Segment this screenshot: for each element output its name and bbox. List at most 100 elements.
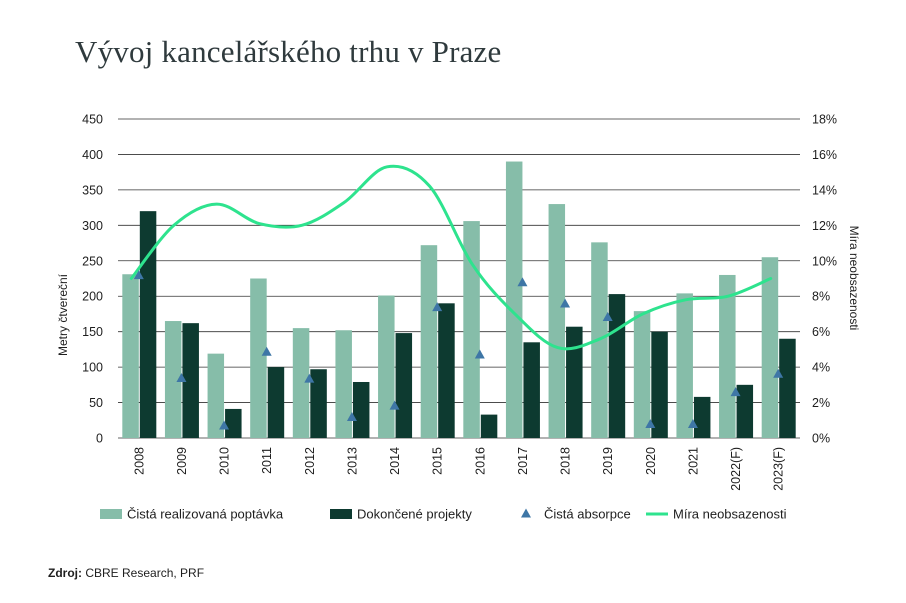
bar-demand [761,257,779,438]
absorption-marker [432,302,443,312]
y2-tick-label: 6% [812,325,830,339]
x-tick-label: 2009 [175,447,189,475]
right-axis-ticks: 0% 2% 4% 6% 8% 10% 12% 14% 16% 18% [812,113,837,446]
bar-completions [182,323,199,438]
bar-demand [676,293,693,438]
legend-label: Čistá absorpce [544,507,631,522]
y2-tick-label: 10% [812,254,837,268]
y2-tick-label: 2% [812,396,830,410]
y2-tick-label: 12% [812,219,837,233]
absorption-marker [687,419,698,429]
absorption-marker [517,277,528,287]
bar-completions [267,367,285,438]
vacancy-line [129,164,773,351]
absorption-marker [645,419,656,429]
bar-demand [719,274,736,438]
absorption-marker [474,349,485,359]
source-note: Zdroj: CBRE Research, PRF [48,566,204,580]
x-tick-label: 2017 [516,447,530,475]
bar-demand [548,204,566,438]
x-tick-label: 2014 [388,447,402,475]
x-tick-label: 2012 [303,447,317,475]
x-tick-label: 2010 [218,447,232,475]
y2-axis-label: Míra neobsazenosti [847,226,861,331]
absorption-marker [346,411,357,421]
y-tick-label: 400 [82,148,103,162]
absorption-marker [304,373,315,383]
bar-demand [292,328,310,438]
y-tick-label: 350 [82,183,103,197]
y-tick-label: 0 [96,432,103,446]
bar-demand [420,245,438,438]
y2-tick-label: 18% [812,113,837,127]
y2-tick-label: 8% [812,290,830,304]
x-tick-label: 2015 [431,447,445,475]
bar-completions [310,369,327,438]
bar-demand [207,353,225,438]
absorption-marker [176,372,187,382]
y-tick-label: 200 [82,290,103,304]
absorption-marker [219,420,230,430]
bar-demand [633,311,651,438]
x-tick-label: 2013 [345,447,359,475]
bar-completions [480,414,498,438]
y-axis-label: Metry čtvereční [56,273,70,356]
bars [122,161,796,439]
absorption-marker [602,311,613,321]
left-axis-ticks: 0 50 100 150 200 250 300 350 400 450 [82,113,103,446]
legend-swatch [330,509,352,519]
bar-demand [164,321,182,438]
legend-label: Čistá realizovaná poptávka [127,507,284,522]
bar-completions [225,408,242,438]
bar-demand [463,221,480,438]
bar-completions [395,333,413,438]
bar-demand [505,161,523,439]
source-label: Zdroj: [48,566,82,580]
bar-completions [608,294,626,438]
x-tick-label: 2023(F) [772,447,786,491]
x-tick-label: 2008 [132,447,146,475]
bar-completions [438,303,455,438]
gridlines [118,118,800,439]
y-tick-label: 50 [89,396,103,410]
y2-tick-label: 14% [812,183,837,197]
x-tick-label: 2011 [260,447,274,474]
x-tick-label: 2021 [686,447,700,475]
bar-completions [566,326,583,438]
legend-swatch [100,509,122,519]
vacancy-line-layer [129,164,773,351]
y2-tick-label: 4% [812,361,830,375]
absorption-marker [261,346,272,356]
absorption-marker [389,400,400,410]
x-axis-ticks: 2008 2009 2010 2011 2012 2013 2014 2015 2016 2017… [132,447,785,491]
y-tick-label: 450 [82,113,103,127]
y-tick-label: 250 [82,254,103,268]
x-tick-label: 2018 [559,447,573,475]
absorption-marker [133,270,144,280]
x-tick-label: 2019 [601,447,615,475]
absorption-marker [773,368,784,378]
bar-completions [523,342,540,438]
bar-completions [736,384,754,438]
absorption-marker [560,298,571,308]
y2-tick-label: 16% [812,148,837,162]
y2-tick-label: 0% [812,432,830,446]
legend-label: Míra neobsazenosti [673,507,787,522]
legend-label: Dokončené projekty [357,507,472,522]
x-tick-label: 2022(F) [729,447,743,491]
legend-marker [521,508,531,518]
bar-demand [250,278,267,438]
y-tick-label: 300 [82,219,103,233]
y-tick-label: 100 [82,361,103,375]
x-tick-label: 2016 [473,447,487,475]
bar-completions [352,381,370,438]
chart-title: Vývoj kancelářského trhu v Praze [75,34,502,69]
bar-completions [693,396,711,438]
bar-demand [378,295,395,438]
legend: Čistá realizovaná poptávka Dokončené proj… [100,507,787,522]
bar-demand [335,330,352,438]
bar-completions [651,331,668,438]
bar-demand [122,274,139,438]
bar-completions [139,211,157,438]
